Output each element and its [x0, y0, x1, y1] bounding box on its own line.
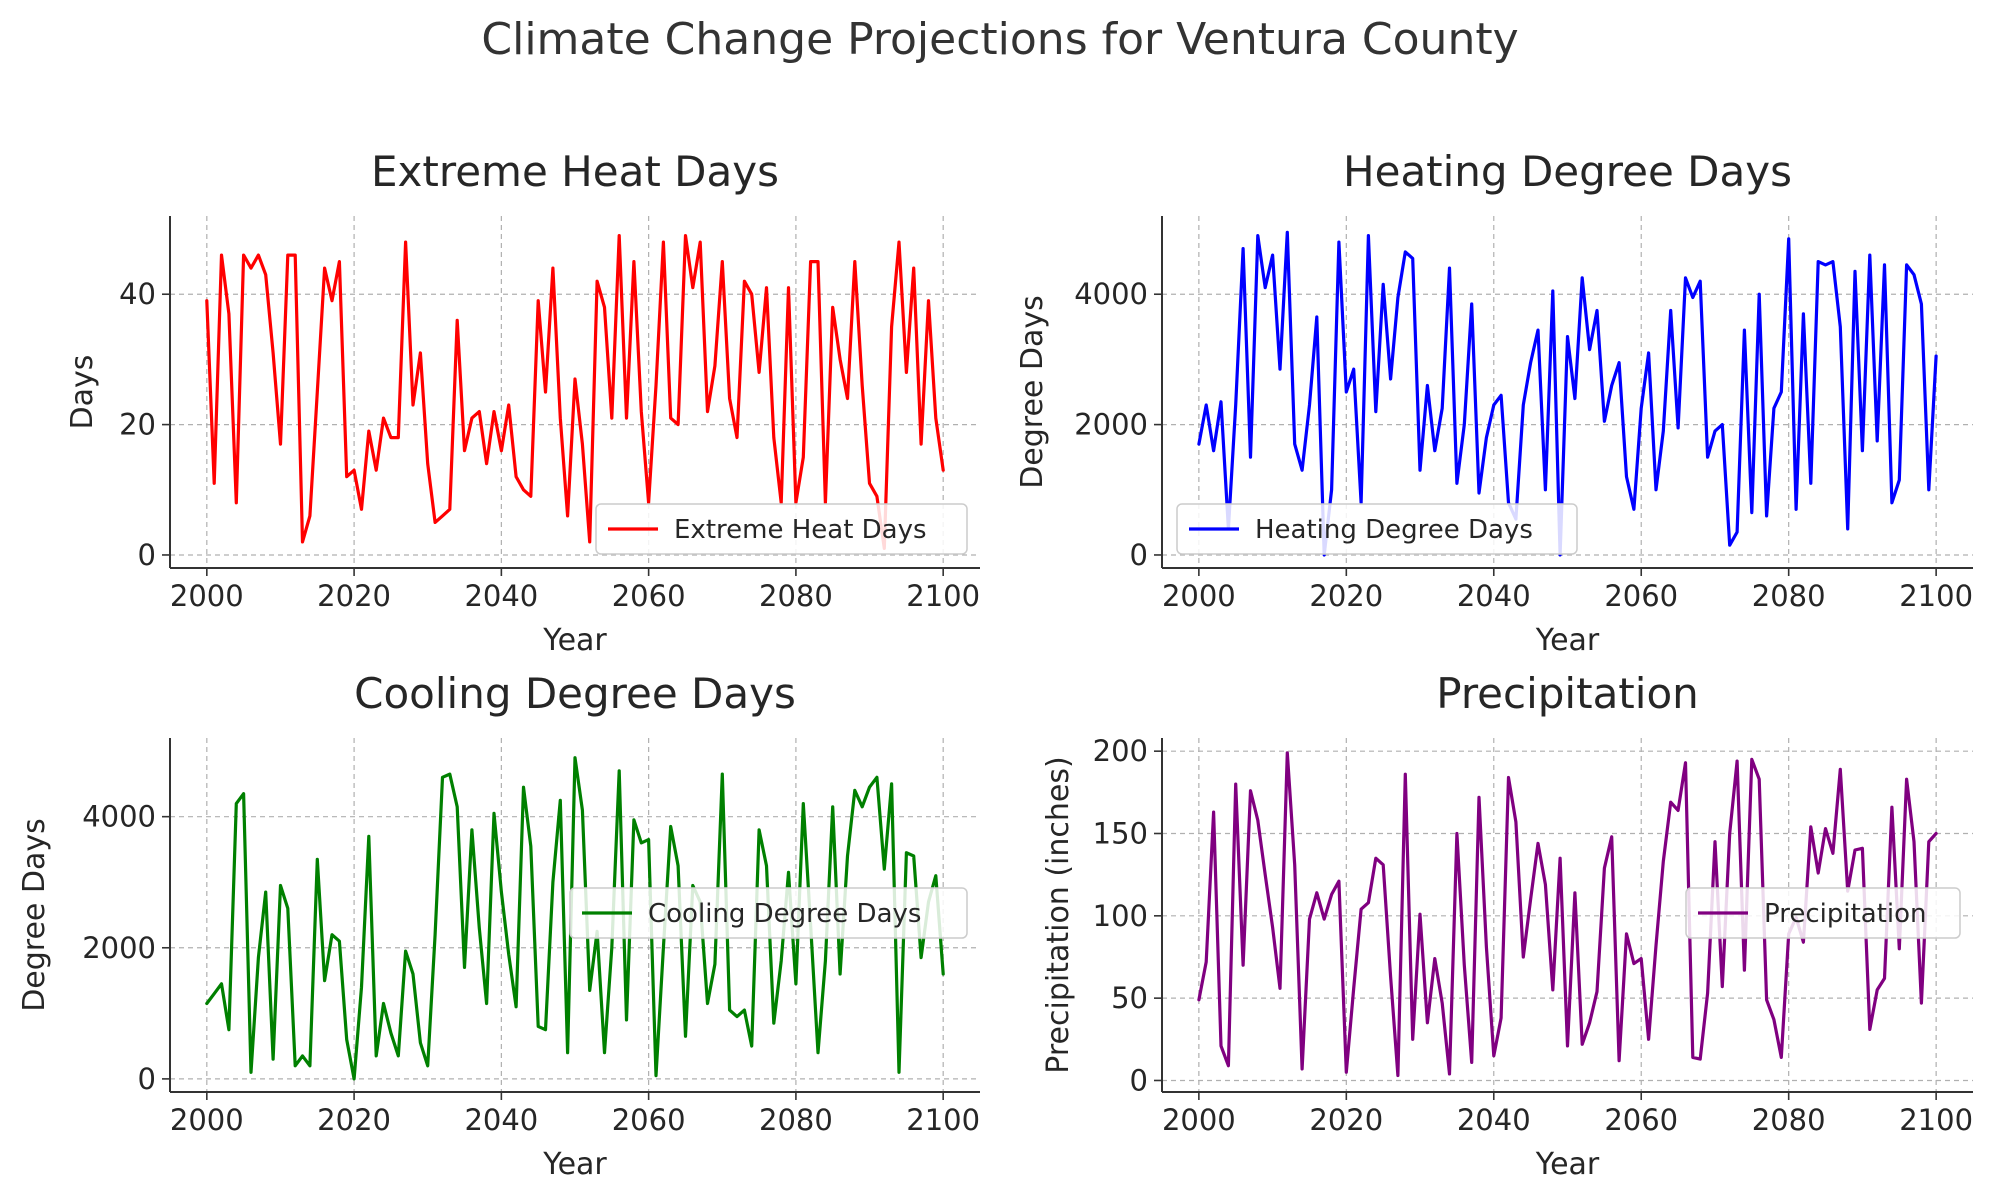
legend: Extreme Heat Days [595, 503, 968, 555]
legend: Heating Degree Days [1176, 503, 1578, 555]
y-axis-label: Degree Days [1015, 295, 1050, 489]
y-tick-label: 40 [119, 277, 156, 311]
x-tick-label: 2100 [1899, 579, 1973, 613]
legend-label: Heating Degree Days [1255, 515, 1533, 545]
x-tick-label: 2060 [1604, 1103, 1678, 1137]
x-tick-label: 2080 [759, 1103, 833, 1137]
x-tick-label: 2040 [1457, 1103, 1531, 1137]
x-tick-label: 2100 [1899, 1103, 1973, 1137]
x-tick-label: 2080 [1752, 579, 1826, 613]
series-line [205, 234, 945, 551]
y-tick-label: 2000 [1074, 408, 1148, 442]
x-axis-label: Year [1535, 1147, 1600, 1182]
x-tick-label: 2080 [759, 579, 833, 613]
series-line [1197, 751, 1938, 1078]
y-tick-label: 20 [119, 408, 156, 442]
x-tick-label: 2040 [464, 579, 538, 613]
y-tick-label: 0 [1130, 538, 1148, 572]
x-axis-label: Year [542, 623, 607, 658]
panel-heating-degree-days: 2000 2020 2040 2060 2080 2100 0 2000 4000 Heating… [1015, 147, 1973, 658]
legend: Cooling Degree Days [569, 887, 968, 939]
panel-title: Extreme Heat Days [371, 147, 779, 196]
x-tick-label: 2000 [170, 1103, 244, 1137]
legend-label: Extreme Heat Days [674, 515, 927, 545]
series-line [1197, 230, 1938, 557]
legend-label: Cooling Degree Days [648, 899, 921, 929]
legend: Precipitation [1685, 887, 1961, 939]
x-axis-label: Year [1535, 623, 1600, 658]
panel-cooling-degree-days: 2000 2020 2040 2060 2080 2100 0 2000 4000 Cooling… [17, 669, 980, 1182]
y-tick-label: 0 [138, 538, 156, 572]
x-tick-label: 2020 [1309, 1103, 1383, 1137]
panel-title: Heating Degree Days [1343, 147, 1792, 196]
y-tick-label: 0 [1130, 1063, 1148, 1097]
x-tick-label: 2000 [170, 579, 244, 613]
y-tick-label: 100 [1093, 899, 1148, 933]
x-tick-label: 2060 [612, 579, 686, 613]
legend-box [595, 503, 968, 555]
x-tick-label: 2020 [317, 1103, 391, 1137]
y-axis-label: Days [65, 355, 100, 430]
x-tick-label: 2060 [1604, 579, 1678, 613]
y-tick-label: 150 [1093, 816, 1148, 850]
y-tick-label: 2000 [82, 931, 156, 965]
y-tick-label: 200 [1093, 734, 1148, 768]
y-tick-label: 50 [1111, 981, 1148, 1015]
x-tick-label: 2080 [1752, 1103, 1826, 1137]
series-line [205, 756, 945, 1081]
x-tick-label: 2000 [1162, 579, 1236, 613]
x-tick-label: 2040 [464, 1103, 538, 1137]
x-tick-label: 2100 [906, 1103, 980, 1137]
legend-box [569, 887, 968, 939]
y-tick-label: 0 [138, 1062, 156, 1096]
panel-title: Cooling Degree Days [354, 669, 796, 718]
x-tick-label: 2020 [1309, 579, 1383, 613]
y-tick-label: 4000 [1074, 277, 1148, 311]
legend-box [1176, 503, 1578, 555]
panel-title: Precipitation [1436, 669, 1699, 718]
x-tick-label: 2100 [906, 579, 980, 613]
x-tick-label: 2040 [1457, 579, 1531, 613]
y-tick-label: 4000 [82, 800, 156, 834]
y-axis-label: Degree Days [17, 818, 52, 1012]
figure-title: Climate Change Projections for Ventura C… [481, 14, 1519, 65]
y-axis-label: Precipitation (inches) [1041, 756, 1076, 1073]
x-axis-label: Year [542, 1147, 607, 1182]
panel-precipitation: 2000 2020 2040 2060 2080 2100 0 50 100 150 200 Prec… [1041, 669, 1973, 1182]
legend-box [1685, 887, 1961, 939]
x-tick-label: 2020 [317, 579, 391, 613]
legend-label: Precipitation [1764, 899, 1927, 929]
x-tick-label: 2000 [1162, 1103, 1236, 1137]
x-tick-label: 2060 [612, 1103, 686, 1137]
